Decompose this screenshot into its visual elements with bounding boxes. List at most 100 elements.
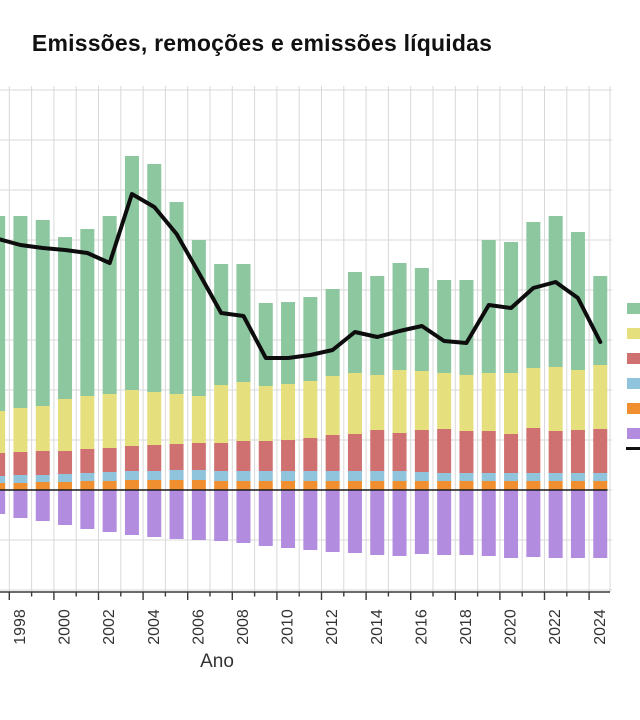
bar-2016-stack-segment-red xyxy=(414,430,429,472)
bar-2020-stack-segment-blue xyxy=(504,473,519,481)
bar-2022-removals-purple xyxy=(548,490,563,558)
bar-2017-stack-segment-red xyxy=(437,429,452,473)
bar-1998-stack-segment-yellow xyxy=(13,408,28,452)
bar-2001-removals-purple xyxy=(80,490,95,529)
bar-2002-stack-segment-red xyxy=(102,448,117,472)
net-emissions-line xyxy=(0,192,603,360)
bar-2003-stack-segment-yellow xyxy=(124,390,139,446)
legend-swatch-3 xyxy=(627,353,640,364)
bar-2002-removals-purple xyxy=(102,490,117,532)
bar-2012-removals-purple xyxy=(325,490,340,552)
bar-2014-stack-segment-green xyxy=(370,276,385,375)
chart-title: Emissões, remoções e emissões líquidas xyxy=(31,30,493,56)
bar-2008-stack-segment-orange xyxy=(236,481,251,490)
bar-2008-removals-purple xyxy=(236,490,251,543)
bar-2021-removals-purple xyxy=(526,490,541,557)
bar-2010-stack-segment-yellow xyxy=(281,384,296,440)
bar-2018-stack-segment-red xyxy=(459,431,474,473)
bar-2005-stack-segment-red xyxy=(169,444,184,470)
bar-2013-stack-segment-yellow xyxy=(347,373,362,434)
bar-2001-stack-segment-orange xyxy=(80,481,95,490)
bar-2013-stack-segment-orange xyxy=(347,481,362,490)
x-tick-label-2000: 2000 xyxy=(57,609,74,645)
bar-1997-stack-segment-red xyxy=(0,453,6,476)
bar-2003-stack-segment-red xyxy=(124,446,139,471)
bar-2015-stack-segment-green xyxy=(392,263,407,370)
bar-2024-stack-segment-red xyxy=(593,429,608,473)
bar-2018-stack-segment-green xyxy=(459,280,474,375)
bar-2011-stack-segment-blue xyxy=(303,471,318,481)
legend-swatch-4 xyxy=(627,378,640,389)
bar-2017-removals-purple xyxy=(437,490,452,555)
bar-2000-stack-segment-green xyxy=(58,237,73,399)
bar-2022-stack-segment-blue xyxy=(548,473,563,481)
bar-2003-stack-segment-blue xyxy=(124,471,139,480)
bar-1997-stack-segment-orange xyxy=(0,483,6,490)
bar-2015-stack-segment-red xyxy=(392,433,407,471)
bar-2019-stack-segment-yellow xyxy=(481,373,496,431)
bar-2017-stack-segment-orange xyxy=(437,481,452,490)
bar-2005-stack-segment-yellow xyxy=(169,394,184,444)
bar-2012-stack-segment-orange xyxy=(325,481,340,490)
bar-2004-stack-segment-green xyxy=(147,164,162,392)
bar-2016-stack-segment-orange xyxy=(414,481,429,490)
bar-2004-stack-segment-blue xyxy=(147,471,162,480)
bar-2007-stack-segment-red xyxy=(214,443,229,471)
x-tick-label-2012: 2012 xyxy=(324,609,341,645)
bar-2012-stack-segment-blue xyxy=(325,471,340,481)
bar-2000-stack-segment-red xyxy=(58,451,73,474)
x-tick-label-2008: 2008 xyxy=(235,609,252,645)
bar-1999-stack-segment-green xyxy=(35,220,50,406)
x-tick-label-2024: 2024 xyxy=(592,609,609,645)
bar-2010-stack-segment-red xyxy=(281,440,296,471)
bar-2022-stack-segment-red xyxy=(548,431,563,473)
bar-2003-stack-segment-orange xyxy=(124,480,139,490)
bar-2013-stack-segment-red xyxy=(347,434,362,471)
bar-2006-stack-segment-yellow xyxy=(191,396,206,443)
bar-1999-stack-segment-blue xyxy=(35,475,50,482)
bar-1997-stack-segment-blue xyxy=(0,476,6,483)
bar-2015-stack-segment-blue xyxy=(392,471,407,481)
bar-2023-removals-purple xyxy=(570,490,585,558)
bar-2017-stack-segment-green xyxy=(437,280,452,373)
x-tick-label-2004: 2004 xyxy=(146,609,163,645)
bar-2008-stack-segment-blue xyxy=(236,471,251,481)
bar-2004-stack-segment-yellow xyxy=(147,392,162,445)
bar-2024-removals-purple xyxy=(593,490,608,558)
bar-2012-stack-segment-red xyxy=(325,435,340,471)
x-tick-label-1998: 1998 xyxy=(12,609,29,645)
x-tick-label-2020: 2020 xyxy=(503,609,520,645)
bar-1997-stack-segment-green xyxy=(0,216,6,411)
bar-2014-stack-segment-orange xyxy=(370,481,385,490)
bar-2010-removals-purple xyxy=(281,490,296,548)
bar-2009-stack-segment-blue xyxy=(258,471,273,481)
bar-2020-stack-segment-red xyxy=(504,434,519,473)
bar-2009-stack-segment-red xyxy=(258,441,273,471)
bar-2003-stack-segment-green xyxy=(124,156,139,390)
bar-1998-stack-segment-red xyxy=(13,452,28,475)
bar-2008-stack-segment-red xyxy=(236,441,251,471)
bar-2022-stack-segment-orange xyxy=(548,481,563,490)
bar-2019-stack-segment-red xyxy=(481,431,496,473)
bar-2011-stack-segment-orange xyxy=(303,481,318,490)
x-tick-label-2014: 2014 xyxy=(369,609,386,645)
bar-2002-stack-segment-blue xyxy=(102,472,117,481)
bar-2005-stack-segment-blue xyxy=(169,470,184,480)
bar-2001-stack-segment-red xyxy=(80,449,95,473)
bar-2010-stack-segment-orange xyxy=(281,481,296,490)
bar-2015-stack-segment-orange xyxy=(392,481,407,490)
bar-1998-stack-segment-green xyxy=(13,216,28,408)
bar-1998-removals-purple xyxy=(13,490,28,518)
bar-2005-removals-purple xyxy=(169,490,184,539)
bar-2018-stack-segment-blue xyxy=(459,473,474,481)
bar-2009-stack-segment-orange xyxy=(258,481,273,490)
bar-2015-stack-segment-yellow xyxy=(392,370,407,433)
bar-2021-stack-segment-green xyxy=(526,222,541,368)
bar-2013-stack-segment-blue xyxy=(347,471,362,481)
x-axis-title: Ano xyxy=(200,651,234,672)
bar-2007-stack-segment-green xyxy=(214,264,229,385)
bar-2005-stack-segment-orange xyxy=(169,480,184,490)
bar-1997-stack-segment-yellow xyxy=(0,411,6,453)
bar-2023-stack-segment-blue xyxy=(570,473,585,481)
